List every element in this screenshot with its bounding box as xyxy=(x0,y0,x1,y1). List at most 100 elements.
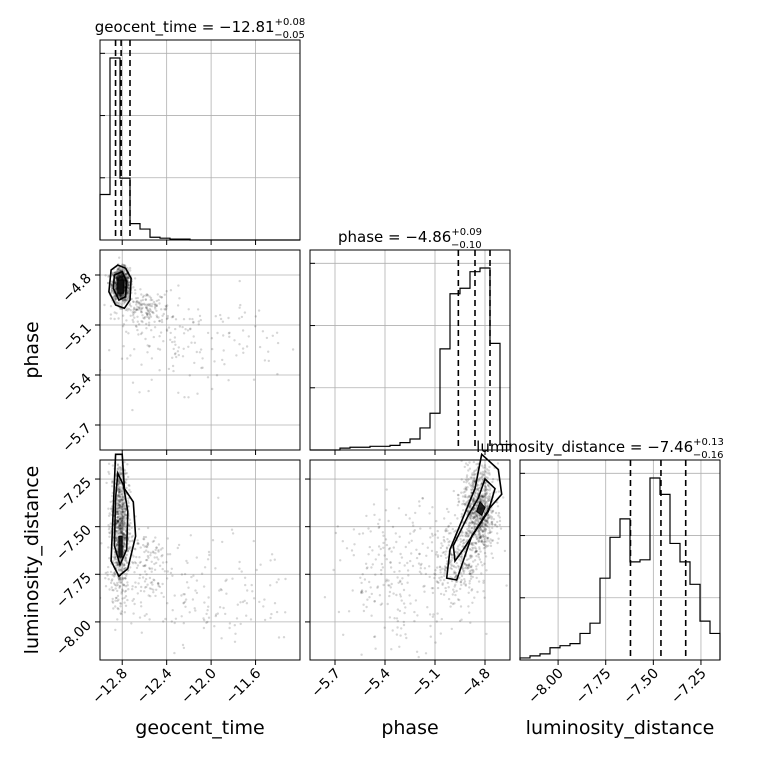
scatter-point xyxy=(142,294,145,297)
scatter-point xyxy=(154,552,157,555)
scatter-point xyxy=(481,496,484,499)
scatter-point xyxy=(130,539,133,543)
scatter-point xyxy=(474,546,477,549)
scatter-point xyxy=(115,563,119,566)
scatter-point xyxy=(136,564,140,567)
scatter-point xyxy=(424,652,428,655)
scatter-point xyxy=(477,530,480,533)
scatter-point xyxy=(153,568,157,571)
scatter-point xyxy=(244,583,247,587)
scatter-point xyxy=(479,534,483,537)
scatter-point xyxy=(472,479,475,482)
scatter-point xyxy=(119,276,122,280)
scatter-point xyxy=(485,536,489,540)
scatter-point xyxy=(477,580,481,583)
scatter-point xyxy=(473,473,476,476)
scatter-point xyxy=(464,502,467,506)
scatter-point xyxy=(118,524,121,528)
scatter-point xyxy=(426,606,429,609)
scatter-point xyxy=(436,612,439,615)
scatter-point xyxy=(214,315,217,318)
scatter-point xyxy=(476,536,479,539)
scatter-luminosity_distance-phase xyxy=(323,460,508,659)
scatter-point xyxy=(122,524,125,527)
scatter-point xyxy=(495,525,499,528)
scatter-point xyxy=(130,526,133,529)
scatter-point xyxy=(458,598,461,602)
scatter-point xyxy=(433,576,436,580)
scatter-point xyxy=(178,325,182,328)
scatter-point xyxy=(476,538,479,541)
scatter-point xyxy=(478,479,482,482)
scatter-point xyxy=(447,597,451,601)
scatter-point xyxy=(470,491,473,494)
scatter-point xyxy=(125,299,128,303)
scatter-point xyxy=(119,602,123,605)
scatter-point xyxy=(126,277,129,280)
scatter-point xyxy=(146,544,149,547)
scatter-point xyxy=(471,521,474,525)
scatter-point xyxy=(137,323,141,326)
scatter-point xyxy=(449,522,452,525)
scatter-point xyxy=(487,514,490,517)
scatter-point xyxy=(361,532,365,535)
scatter-point xyxy=(465,558,469,562)
scatter-point xyxy=(448,540,451,543)
scatter-point xyxy=(123,521,127,524)
scatter-point xyxy=(118,293,122,296)
scatter-point xyxy=(469,555,472,558)
scatter-point xyxy=(119,307,122,310)
scatter-point xyxy=(474,469,477,472)
scatter-point xyxy=(110,288,113,292)
scatter-point xyxy=(109,522,113,525)
scatter-point xyxy=(116,520,120,523)
scatter-point xyxy=(436,529,439,533)
scatter-point xyxy=(388,584,391,587)
scatter-point xyxy=(134,308,137,311)
scatter-point xyxy=(473,507,476,510)
scatter-point xyxy=(121,520,124,523)
scatter-point xyxy=(128,484,131,487)
scatter-point xyxy=(116,277,119,280)
scatter-point xyxy=(140,331,144,334)
scatter-point xyxy=(118,576,122,579)
scatter-point xyxy=(127,475,130,479)
scatter-point xyxy=(117,487,121,490)
scatter-point xyxy=(477,540,480,543)
scatter-point xyxy=(117,503,120,506)
scatter-point xyxy=(258,345,262,349)
scatter-point xyxy=(183,572,187,576)
scatter-point xyxy=(257,309,261,312)
scatter-point xyxy=(120,612,123,616)
scatter-point xyxy=(166,577,169,580)
scatter-point xyxy=(484,489,487,492)
scatter-point xyxy=(126,561,129,565)
scatter-point xyxy=(117,266,121,269)
scatter-point xyxy=(124,533,127,537)
scatter-point xyxy=(476,515,479,518)
scatter-point xyxy=(123,538,126,541)
scatter-point xyxy=(122,528,126,531)
scatter-point xyxy=(149,296,153,300)
scatter-point xyxy=(466,496,469,499)
scatter-point xyxy=(469,572,473,576)
scatter-point xyxy=(465,539,468,542)
scatter-point xyxy=(450,563,453,566)
scatter-point xyxy=(116,447,118,449)
scatter-point xyxy=(477,533,480,536)
scatter-point xyxy=(111,289,114,293)
scatter-point xyxy=(146,541,149,545)
scatter-point xyxy=(119,512,123,515)
scatter-point xyxy=(120,277,123,280)
scatter-point xyxy=(182,602,185,605)
scatter-point xyxy=(381,566,385,569)
scatter-point xyxy=(468,562,471,566)
scatter-point xyxy=(104,585,108,588)
scatter-point xyxy=(117,506,120,509)
scatter-point xyxy=(472,512,475,516)
scatter-point xyxy=(467,509,470,512)
scatter-point xyxy=(116,594,120,598)
scatter-point xyxy=(161,547,164,550)
scatter-point xyxy=(138,616,142,619)
scatter-point xyxy=(111,578,114,581)
